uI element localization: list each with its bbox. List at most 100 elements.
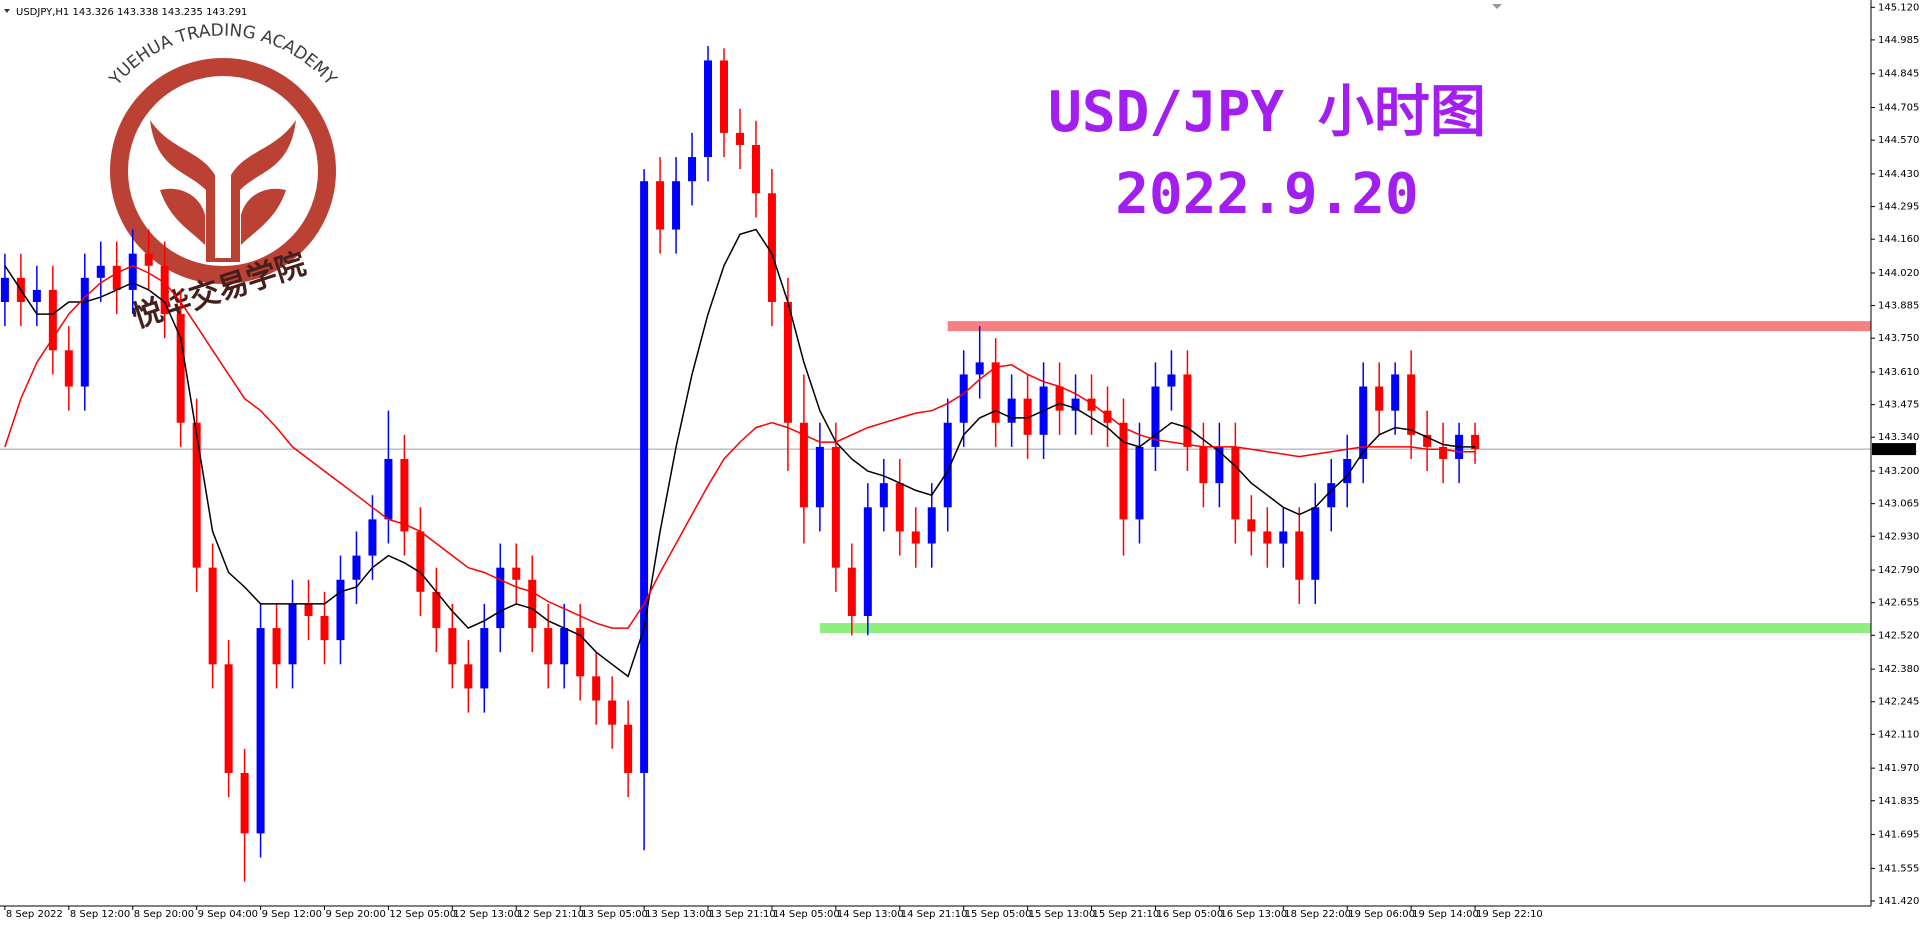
candle-body: [1375, 386, 1384, 411]
x-tick-label: 12 Sep 05:00: [389, 909, 456, 920]
scroll-marker: [1492, 4, 1502, 9]
candle-body: [192, 422, 201, 568]
candle-body: [863, 507, 872, 616]
y-tick-label: 144.985: [1878, 35, 1919, 46]
x-tick-label: 12 Sep 21:10: [517, 909, 584, 920]
candle-body: [1439, 446, 1448, 459]
candle-body: [751, 144, 760, 194]
y-tick-label: 144.845: [1878, 69, 1919, 80]
candle-body: [480, 628, 489, 689]
y-tick-label: 142.110: [1878, 729, 1919, 740]
y-tick-label: 142.520: [1878, 630, 1919, 641]
candle-body: [80, 277, 89, 387]
candle-body: [1327, 483, 1336, 508]
candle-body: [911, 531, 920, 544]
y-tick-label: 142.655: [1878, 598, 1919, 609]
candle-body: [1359, 386, 1368, 459]
candle-body: [112, 265, 121, 290]
y-tick-label: 143.200: [1878, 466, 1919, 477]
candle-body: [1007, 398, 1016, 423]
candle-body: [1343, 458, 1352, 484]
candle-body: [1391, 374, 1400, 411]
candle-body: [975, 362, 984, 375]
candle-body: [48, 289, 57, 351]
candle-body: [1087, 398, 1096, 411]
x-tick-label: 14 Sep 21:10: [901, 909, 968, 920]
x-tick-label: 8 Sep 2022: [6, 909, 63, 920]
candle-body: [943, 422, 952, 508]
menu-arrow[interactable]: [4, 9, 10, 13]
candle-body: [464, 664, 473, 689]
candle-body: [592, 676, 601, 701]
x-tick-label: 8 Sep 12:00: [70, 909, 130, 920]
x-tick-label: 13 Sep 21:10: [709, 909, 776, 920]
candle-body: [0, 277, 9, 302]
y-tick-label: 143.750: [1878, 333, 1919, 344]
candle-body: [528, 579, 537, 629]
y-tick-label: 143.610: [1878, 367, 1919, 378]
candle-body: [799, 422, 808, 508]
y-tick-label: 145.120: [1878, 2, 1919, 13]
y-tick-label: 141.695: [1878, 830, 1919, 841]
y-tick-label: 144.705: [1878, 103, 1919, 114]
candle-body: [560, 628, 569, 665]
y-tick-label: 143.340: [1878, 432, 1919, 443]
logo-ring: [110, 58, 336, 284]
candle-body: [320, 615, 329, 641]
candle-body: [1055, 386, 1064, 411]
candle-body: [1135, 446, 1144, 520]
candle-body: [384, 458, 393, 520]
candle-body: [1119, 422, 1128, 520]
y-tick-label: 143.065: [1878, 499, 1919, 510]
candle-body: [1471, 434, 1480, 450]
candle-body: [432, 591, 441, 629]
y-tick-label: 144.020: [1878, 268, 1919, 279]
candle-body: [400, 458, 409, 532]
x-tick-label: 9 Sep 20:00: [326, 909, 386, 920]
candle-body: [847, 567, 856, 616]
y-tick-label: 141.970: [1878, 763, 1919, 774]
candle-body: [1279, 531, 1288, 544]
y-tick-label: 144.430: [1878, 169, 1919, 180]
candle-body: [608, 700, 617, 725]
x-tick-label: 19 Sep 06:00: [1348, 909, 1415, 920]
x-tick-label: 16 Sep 05:00: [1156, 909, 1223, 920]
candle-body: [176, 314, 185, 423]
candle-body: [783, 301, 792, 423]
candle-body: [959, 374, 968, 423]
candle-body: [1199, 446, 1208, 484]
last-price-label: 143.291: [1876, 444, 1917, 455]
candle-body: [640, 181, 649, 773]
candle-body: [144, 253, 153, 266]
candle-body: [1167, 374, 1176, 387]
symbol-info: USDJPY,H1 143.326 143.338 143.235 143.29…: [16, 7, 247, 18]
candle-body: [576, 628, 585, 677]
candle-body: [1247, 519, 1256, 532]
last-price-box: [1872, 443, 1916, 456]
candle-body: [208, 567, 217, 665]
candle-body: [128, 253, 137, 290]
candle-body: [656, 181, 665, 230]
x-tick-label: 13 Sep 13:00: [645, 909, 712, 920]
candle-body: [368, 519, 377, 556]
x-tick-label: 16 Sep 13:00: [1220, 909, 1287, 920]
candle-body: [624, 724, 633, 773]
candle-body: [879, 483, 888, 508]
candle-body: [496, 567, 505, 629]
candle-body: [1423, 434, 1432, 447]
candle-body: [240, 772, 249, 834]
candle-body: [416, 531, 425, 592]
chart-subtitle: 2022.9.20: [1115, 162, 1418, 227]
candle-body: [1183, 374, 1192, 447]
y-tick-label: 141.835: [1878, 796, 1919, 807]
x-tick-label: 9 Sep 12:00: [262, 909, 322, 920]
y-tick-label: 142.790: [1878, 565, 1919, 576]
y-tick-label: 141.420: [1878, 896, 1919, 907]
candle-body: [96, 265, 105, 278]
candle-body: [1231, 446, 1240, 520]
y-tick-label: 142.245: [1878, 697, 1919, 708]
candle-body: [927, 507, 936, 544]
x-tick-label: 13 Sep 05:00: [581, 909, 648, 920]
x-tick-label: 15 Sep 13:00: [1029, 909, 1096, 920]
